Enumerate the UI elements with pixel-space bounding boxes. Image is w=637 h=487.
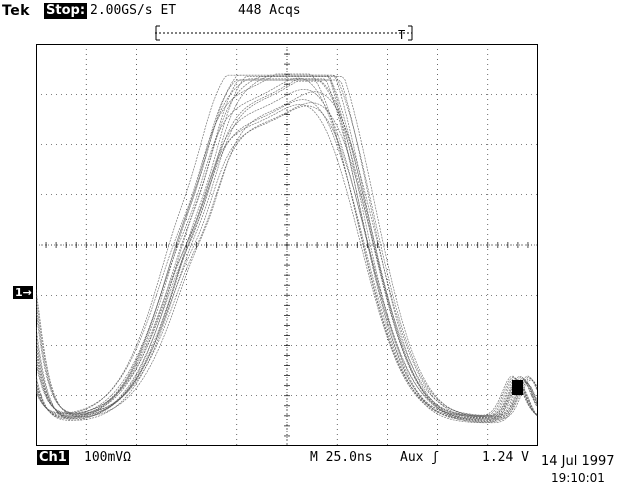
time-stamp: 19:10:01	[551, 471, 605, 485]
status-bar: Tek Stop: 2.00GS/s ET 448 Acqs	[0, 0, 637, 22]
waveform-trace	[36, 76, 538, 419]
waveform-traces	[36, 74, 538, 424]
horizontal-scale: M 25.0ns	[310, 450, 373, 465]
record-view-indicator: T	[155, 25, 413, 42]
date-stamp: 14 Jul 1997	[541, 454, 615, 469]
svg-text:T: T	[398, 28, 405, 42]
waveform-display[interactable]	[36, 44, 538, 446]
readout-bar: Ch1 100mVΩ M 25.0ns Aux ʃ 1.24 V 14 Jul …	[0, 447, 637, 487]
channel-1-ground-marker: 1→	[13, 286, 33, 299]
waveform-trace	[36, 80, 538, 424]
trigger-source: Aux ʃ	[400, 450, 440, 465]
waveform-trace	[36, 99, 538, 424]
run-state-badge[interactable]: Stop:	[44, 3, 88, 19]
trigger-level-marker	[512, 380, 523, 395]
brand-label: Tek	[2, 3, 30, 19]
waveform-trace	[36, 78, 538, 421]
sample-rate-label: 2.00GS/s ET	[90, 3, 177, 18]
trigger-level: 1.24 V	[482, 450, 529, 465]
waveform-trace	[36, 104, 538, 420]
channel-label[interactable]: Ch1	[37, 450, 69, 465]
vertical-scale: 100mVΩ	[84, 450, 131, 465]
waveform-trace	[36, 91, 538, 420]
acquisition-count: 448 Acqs	[238, 3, 301, 18]
waveform-trace	[36, 74, 538, 418]
